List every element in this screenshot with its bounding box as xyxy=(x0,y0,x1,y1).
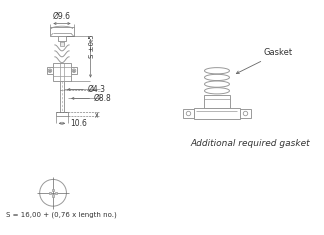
Bar xyxy=(51,27,74,36)
Bar xyxy=(55,192,57,194)
Text: Additional required gasket: Additional required gasket xyxy=(190,139,310,148)
Text: Gasket: Gasket xyxy=(236,48,293,74)
Bar xyxy=(52,189,54,191)
Bar xyxy=(183,109,194,118)
Bar xyxy=(60,42,64,46)
Bar xyxy=(71,67,77,74)
Text: S = 16,00 + (0,76 x length no.): S = 16,00 + (0,76 x length no.) xyxy=(6,212,117,218)
Bar xyxy=(194,108,240,119)
Text: Ø4.3: Ø4.3 xyxy=(88,85,106,94)
Bar xyxy=(56,112,68,116)
Text: Ø8.8: Ø8.8 xyxy=(94,94,112,103)
Bar xyxy=(49,192,52,194)
Bar xyxy=(58,36,66,41)
Bar xyxy=(52,194,54,196)
Text: Ø9.6: Ø9.6 xyxy=(53,12,71,21)
Text: S ±0.5: S ±0.5 xyxy=(89,35,95,58)
Bar xyxy=(47,67,53,74)
Bar xyxy=(240,109,251,118)
Text: 10.6: 10.6 xyxy=(70,119,87,128)
Bar xyxy=(203,95,230,108)
Bar xyxy=(53,63,71,81)
Bar xyxy=(60,81,64,112)
